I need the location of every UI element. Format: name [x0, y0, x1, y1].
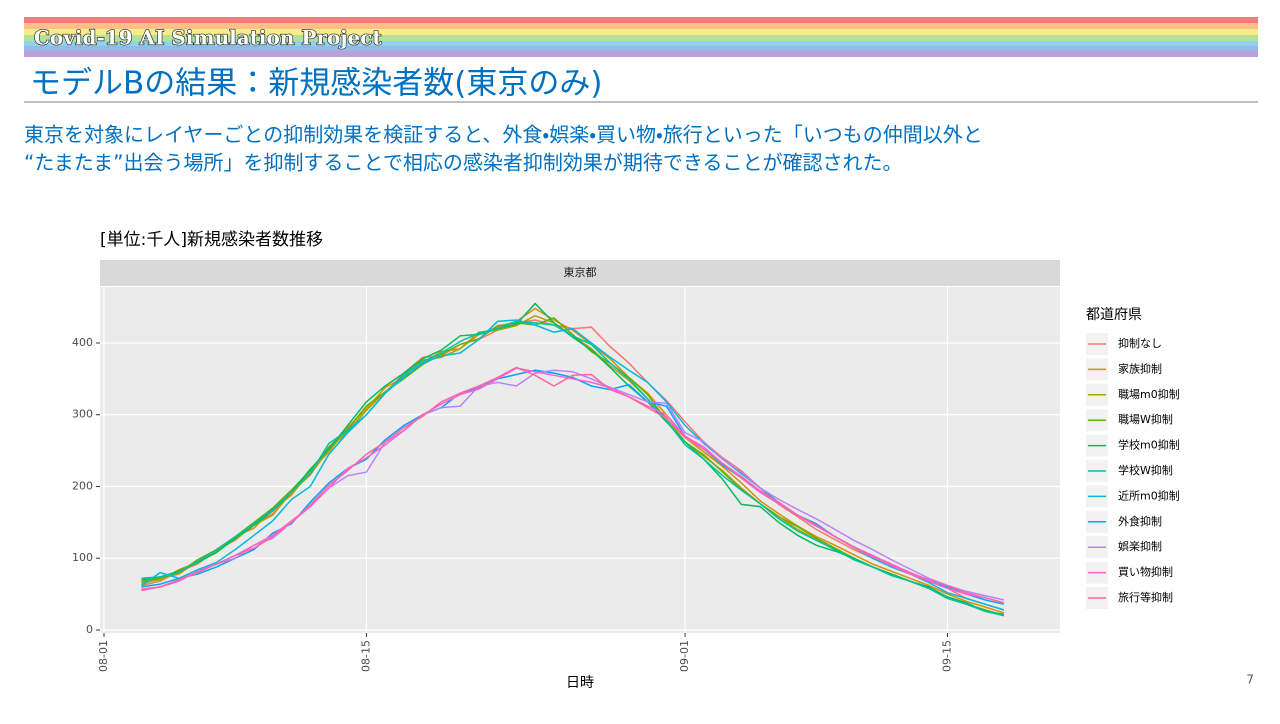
legend-label: 家族抑制	[1118, 361, 1162, 375]
y-tick-label: 400	[72, 336, 93, 349]
legend-label: 外食抑制	[1118, 514, 1162, 528]
rainbow-band	[24, 17, 1258, 57]
x-tick-label: 08-15	[359, 640, 372, 672]
x-tick-label: 08-01	[97, 640, 110, 672]
y-tick-label: 200	[72, 479, 93, 492]
y-tick-label: 0	[86, 623, 93, 636]
legend-label: 近所m0抑制	[1118, 488, 1180, 502]
series-line	[141, 367, 1004, 604]
legend-label: 職場m0抑制	[1118, 387, 1180, 401]
body-text: 東京を対象にレイヤーごとの抑制効果を検証すると、外食・娯楽・買い物・旅行といった…	[24, 123, 983, 147]
series-line	[141, 366, 1004, 604]
facet-label: 東京都	[564, 266, 597, 279]
slide-heading: モデルBの結果：新規感染者数(東京のみ)	[30, 66, 602, 102]
x-tick-label: 09-01	[678, 640, 691, 672]
legend-label: 学校m0抑制	[1118, 438, 1180, 452]
plot-panel	[100, 287, 1060, 633]
legend-label: 娯楽抑制	[1118, 539, 1162, 553]
x-tick-label: 09-15	[941, 640, 954, 672]
legend-label: 旅行等抑制	[1118, 590, 1173, 604]
facet-strip	[100, 260, 1060, 286]
series-line	[141, 320, 1004, 617]
body-text: “たまたま”出会う場所」を抑制することで相応の感染者抑制効果が期待できることが確…	[24, 151, 903, 175]
legend-label: 職場W抑制	[1118, 412, 1173, 426]
legend-title: 都道府県	[1086, 307, 1142, 323]
project-title: Covid-19 AI Simulation Project	[34, 26, 382, 50]
page-number: 7	[1246, 673, 1254, 687]
legend-label: 学校W抑制	[1118, 463, 1173, 477]
y-tick-label: 100	[72, 551, 93, 564]
legend-label: 抑制なし	[1118, 336, 1162, 350]
x-axis-title: 日時	[566, 675, 594, 691]
y-tick-label: 300	[72, 408, 93, 421]
legend-label: 買い物抑制	[1118, 565, 1173, 579]
chart-title: [単位:千人]新規感染者数推移	[100, 230, 323, 250]
